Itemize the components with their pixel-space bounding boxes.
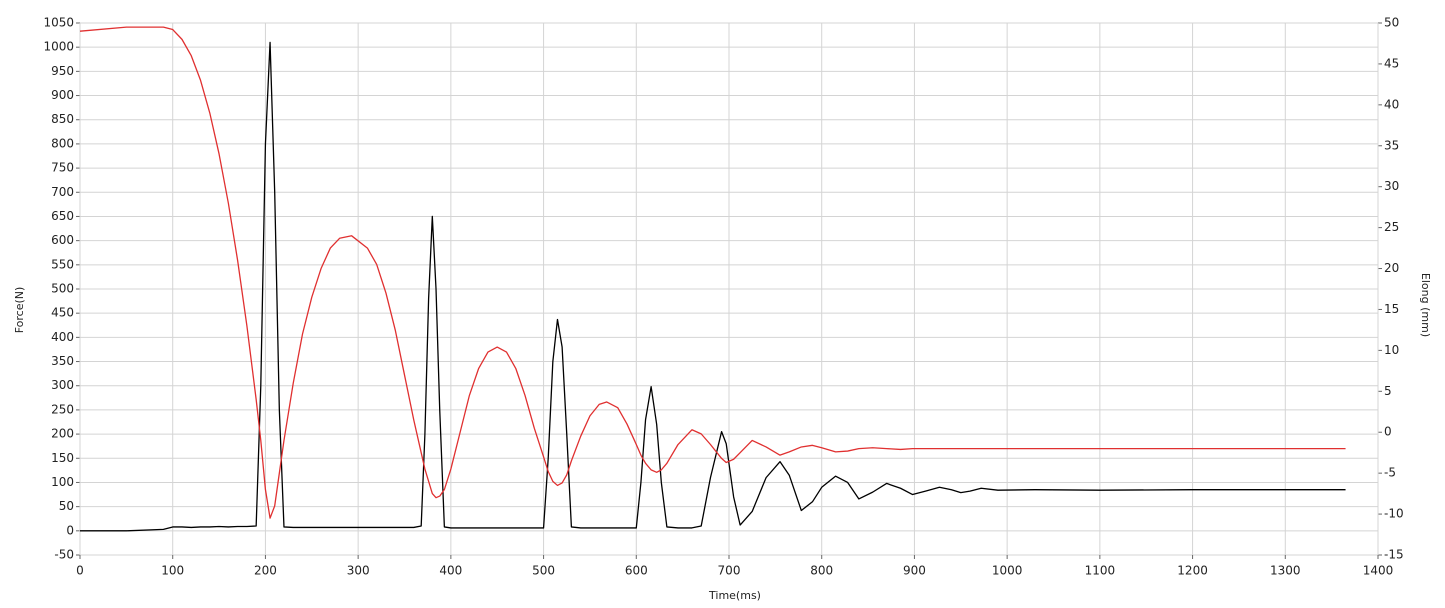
x-tick-label: 100 xyxy=(161,564,184,578)
y2-tick-label: 45 xyxy=(1384,56,1399,70)
x-axis-label: Time(ms) xyxy=(708,589,761,602)
x-tick-label: 1300 xyxy=(1270,564,1301,578)
y2-tick-label: 40 xyxy=(1384,97,1399,111)
y-tick-label: 0 xyxy=(66,523,74,537)
y-tick-label: 850 xyxy=(51,112,74,126)
y2-tick-label: -15 xyxy=(1384,548,1404,562)
x-tick-label: 1200 xyxy=(1177,564,1208,578)
y-tick-label: 250 xyxy=(51,402,74,416)
y2-tick-label: -10 xyxy=(1384,507,1404,521)
y-tick-label: 150 xyxy=(51,451,74,465)
y2-tick-label: 15 xyxy=(1384,302,1399,316)
x-tick-label: 600 xyxy=(625,564,648,578)
y-axis-label: Force(N) xyxy=(13,287,26,334)
data-line xyxy=(80,41,1346,532)
y2-tick-label: 10 xyxy=(1384,343,1399,357)
y-tick-label: 650 xyxy=(51,209,74,223)
x-tick-label: 0 xyxy=(76,564,84,578)
y2-tick-label: 50 xyxy=(1384,16,1399,30)
y2-tick-label: 0 xyxy=(1384,425,1392,439)
y-tick-label: 450 xyxy=(51,306,74,320)
y-tick-label: 50 xyxy=(59,499,74,513)
y-tick-label: 750 xyxy=(51,161,74,175)
y-tick-label: 550 xyxy=(51,257,74,271)
y-tick-label: 700 xyxy=(51,185,74,199)
y2-tick-label: -5 xyxy=(1384,466,1396,480)
y-tick-label: 900 xyxy=(51,88,74,102)
y-tick-label: 300 xyxy=(51,378,74,392)
y-tick-label: 1000 xyxy=(43,40,74,54)
x-tick-label: 900 xyxy=(903,564,926,578)
y-tick-label: -50 xyxy=(54,548,74,562)
y2-axis-label: Elong (mm) xyxy=(1419,273,1432,337)
y-tick-label: 600 xyxy=(51,233,74,247)
x-tick-label: 300 xyxy=(347,564,370,578)
y2-tick-label: 30 xyxy=(1384,179,1399,193)
y2-tick-label: 25 xyxy=(1384,220,1399,234)
y-tick-label: 350 xyxy=(51,354,74,368)
x-tick-label: 800 xyxy=(810,564,833,578)
y2-tick-label: 20 xyxy=(1384,261,1399,275)
x-tick-label: 500 xyxy=(532,564,555,578)
y2-tick-label: 35 xyxy=(1384,138,1399,152)
y-tick-label: 800 xyxy=(51,136,74,150)
y-tick-label: 200 xyxy=(51,427,74,441)
y2-tick-label: 5 xyxy=(1384,384,1392,398)
data-line xyxy=(79,26,1346,519)
x-tick-label: 200 xyxy=(254,564,277,578)
y-tick-label: 950 xyxy=(51,64,74,78)
x-tick-label: 1000 xyxy=(992,564,1023,578)
x-tick-label: 700 xyxy=(718,564,741,578)
x-tick-label: 1400 xyxy=(1363,564,1394,578)
y-tick-label: 100 xyxy=(51,475,74,489)
y-tick-label: 1050 xyxy=(43,16,74,30)
y-tick-label: 400 xyxy=(51,330,74,344)
y-tick-label: 500 xyxy=(51,282,74,296)
x-tick-label: 1100 xyxy=(1085,564,1116,578)
x-tick-label: 400 xyxy=(439,564,462,578)
